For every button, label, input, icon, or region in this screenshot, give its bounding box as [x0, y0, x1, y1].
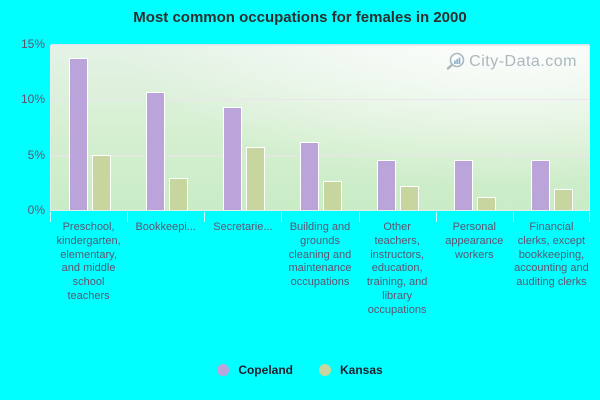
plot-area: City-Data.com	[50, 44, 591, 211]
x-tick-mark	[513, 212, 514, 222]
bar-kansas-7	[554, 189, 574, 210]
magnifier-icon	[446, 52, 465, 70]
bar-group-4	[282, 46, 359, 210]
bar-group-3	[205, 46, 282, 210]
legend-label-kansas: Kansas	[339, 363, 383, 377]
bar-group-6	[437, 46, 514, 210]
y-tick-label-10%: 10%	[20, 92, 45, 107]
x-label-4: Building and grounds cleaning and mainte…	[288, 221, 352, 288]
bar-kansas-1	[91, 155, 111, 210]
x-tick-mark	[50, 212, 51, 222]
x-label-5: Other teachers, instructors, education, …	[366, 221, 428, 316]
x-tick-mark	[204, 212, 205, 222]
watermark[interactable]: City-Data.com	[445, 51, 577, 73]
bar-copeland-1	[68, 58, 88, 210]
bar-kansas-2	[168, 178, 188, 210]
kansas-swatch-icon	[318, 364, 331, 376]
y-tick-label-15%: 15%	[20, 37, 45, 51]
watermark-text: City-Data.com	[469, 53, 577, 70]
x-axis-ticks	[50, 212, 590, 222]
bar-group-5	[360, 46, 437, 210]
gridline-10	[51, 99, 589, 101]
legend-label-copeland: Copeland	[238, 363, 293, 377]
bar-copeland-7	[531, 160, 551, 210]
x-tick-mark	[589, 212, 590, 222]
gridline-5	[51, 154, 589, 156]
gridline-15	[51, 44, 589, 45]
bar-kansas-5	[400, 186, 420, 210]
x-tick-mark	[127, 212, 128, 222]
y-tick-label-5%: 5%	[27, 147, 45, 162]
x-label-6: Personal appearance workers	[445, 221, 504, 261]
legend: Copeland Kansas	[0, 363, 600, 377]
x-label-2: Bookkeepi...	[135, 221, 196, 233]
y-tick-label-0%: 0%	[27, 203, 45, 217]
x-tick-mark	[359, 212, 360, 222]
bar-kansas-4	[322, 181, 342, 210]
x-tick-mark	[436, 212, 437, 222]
legend-item-copeland: Copeland	[217, 363, 293, 377]
x-label-7: Financial clerks, except bookkeeping, ac…	[514, 221, 589, 288]
bar-copeland-4	[299, 142, 319, 210]
bar-group-7	[514, 46, 591, 210]
bar-copeland-6	[454, 160, 474, 210]
bar-copeland-2	[145, 92, 165, 210]
bar-copeland-3	[222, 107, 242, 210]
bar-group-1	[51, 46, 128, 210]
bar-group-2	[128, 46, 205, 210]
x-label-1: Preschool, kindergarten, elementary, and…	[56, 221, 121, 302]
legend-item-kansas: Kansas	[318, 363, 383, 377]
x-axis-labels: Preschool, kindergarten, elementary, and…	[50, 221, 590, 317]
bar-kansas-6	[477, 197, 497, 210]
bar-kansas-3	[245, 147, 265, 210]
copeland-swatch-icon	[217, 364, 230, 376]
bar-copeland-5	[377, 160, 397, 210]
x-tick-mark	[281, 212, 282, 222]
chart-title: Most common occupations for females in 2…	[133, 9, 467, 26]
x-label-3: Secretarie...	[213, 221, 273, 233]
